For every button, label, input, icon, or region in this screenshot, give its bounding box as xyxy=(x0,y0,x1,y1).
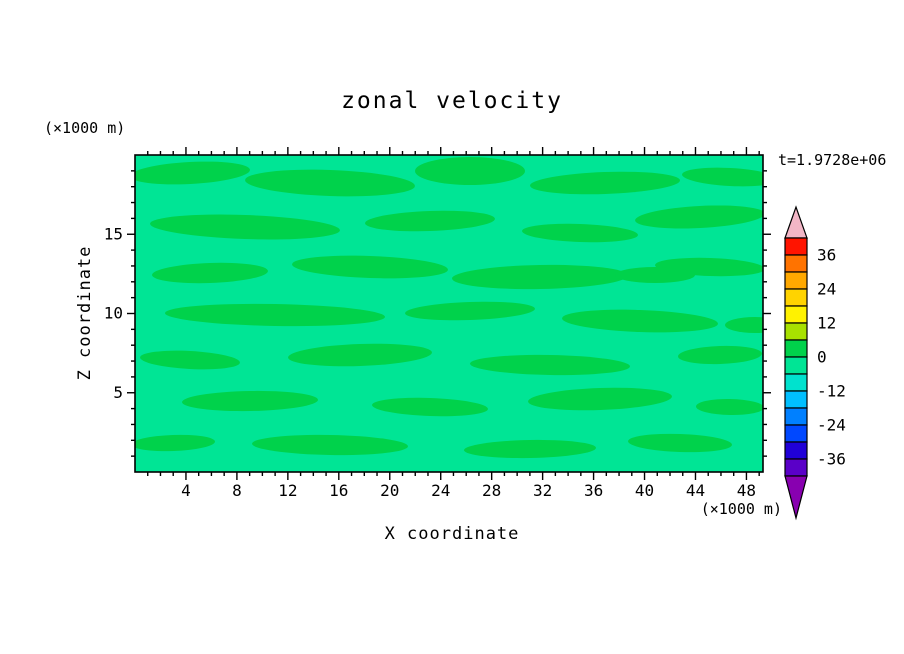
colorbar-segment xyxy=(784,356,808,375)
colorbar-segment xyxy=(784,424,808,443)
contour-blob xyxy=(252,434,408,456)
contour-blob xyxy=(245,169,415,197)
contour-blob xyxy=(725,317,763,333)
contour-blob xyxy=(528,387,672,411)
colorbar-tick-label: 24 xyxy=(817,280,836,299)
colorbar-tick-label: -24 xyxy=(817,416,846,435)
contour-plot: 4 8 12 16 20 24 28 32 36 40 44 48 5 10 15 xyxy=(104,147,771,500)
colorbar-tick-label: 0 xyxy=(817,348,827,367)
contour-blob xyxy=(415,157,525,185)
colorbar-segment xyxy=(784,390,808,409)
colorbar: 36 24 12 0 -12 -24 -36 xyxy=(784,205,865,525)
colorbar-segment xyxy=(784,237,808,256)
y-tick-label: 5 xyxy=(113,383,123,402)
contour-blob xyxy=(150,214,340,240)
contour-blob xyxy=(530,171,680,195)
colorbar-segment xyxy=(784,322,808,341)
x-tick-label: 32 xyxy=(533,481,552,500)
x-tick-label: 24 xyxy=(431,481,450,500)
contour-blob xyxy=(562,309,718,333)
contour-blob xyxy=(140,350,240,370)
x-tick-label: 8 xyxy=(232,481,242,500)
colorbar-top-arrow xyxy=(784,205,808,239)
colorbar-tick-label: -36 xyxy=(817,450,846,469)
y-tick-label: 10 xyxy=(104,304,123,323)
contour-blob xyxy=(615,267,695,283)
y-axis-unit-label: (×1000 m) xyxy=(44,119,126,137)
colorbar-tick-label: -12 xyxy=(817,382,846,401)
contour-blob xyxy=(182,390,318,412)
colorbar-segment xyxy=(784,254,808,273)
contour-blob xyxy=(464,439,596,459)
contour-blob xyxy=(628,433,732,453)
contour-blob xyxy=(635,205,763,229)
contour-blob xyxy=(165,303,385,327)
x-tick-label: 36 xyxy=(584,481,603,500)
contour-blob xyxy=(678,345,762,365)
contour-blob xyxy=(522,223,638,243)
contour-blob xyxy=(365,210,495,232)
y-axis-title: Z coordinate xyxy=(75,245,95,381)
x-tick-label: 16 xyxy=(329,481,348,500)
contour-blob xyxy=(292,255,448,279)
contour-blob xyxy=(682,167,763,187)
colorbar-labels: 36 24 12 0 -12 -24 -36 xyxy=(817,246,846,469)
contour-blob xyxy=(135,161,250,185)
x-tick-label: 28 xyxy=(482,481,501,500)
colorbar-segment xyxy=(784,288,808,307)
x-tick-label: 4 xyxy=(181,481,191,500)
colorbar-segment xyxy=(784,458,808,477)
colorbar-tick-label: 12 xyxy=(817,314,836,333)
x-axis-unit-label: (×1000 m) xyxy=(700,500,782,518)
contour-blob xyxy=(696,398,763,416)
colorbar-segment xyxy=(784,441,808,460)
colorbar-segment xyxy=(784,271,808,290)
colorbar-svg: 36 24 12 0 -12 -24 -36 xyxy=(784,205,846,521)
x-tick-label: 40 xyxy=(635,481,654,500)
contour-blob xyxy=(288,343,432,367)
chart-title: zonal velocity xyxy=(341,88,563,114)
contour-blob xyxy=(135,434,215,452)
contour-blob xyxy=(452,264,628,290)
x-tick-label: 20 xyxy=(380,481,399,500)
contour-blob xyxy=(152,262,268,284)
colorbar-tick-label: 36 xyxy=(817,246,836,265)
colorbar-bottom-arrow xyxy=(784,475,808,521)
y-tick-label: 15 xyxy=(104,224,123,243)
contour-blob xyxy=(470,354,630,376)
colorbar-segment xyxy=(784,305,808,324)
x-axis-title: X coordinate xyxy=(384,524,520,544)
x-tick-label: 12 xyxy=(278,481,297,500)
contour-blob xyxy=(372,397,488,417)
x-tick-label: 44 xyxy=(686,481,705,500)
colorbar-segment xyxy=(784,373,808,392)
colorbar-segment xyxy=(784,339,808,358)
contour-blob xyxy=(405,301,535,321)
field-contour-blobs xyxy=(135,157,763,459)
x-tick-label: 48 xyxy=(737,481,756,500)
time-annotation: t=1.9728e+06 xyxy=(778,151,887,169)
colorbar-segment xyxy=(784,407,808,426)
axis-ticks xyxy=(127,147,771,480)
